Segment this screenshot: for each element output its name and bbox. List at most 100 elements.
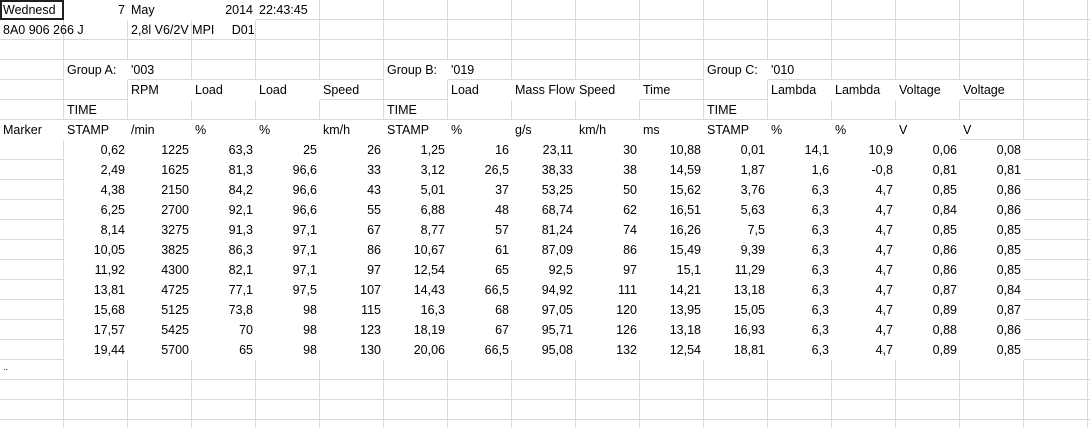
cell[interactable]: TIME	[67, 103, 97, 117]
cell[interactable]: 4,7	[832, 260, 896, 280]
cell[interactable]: '019	[451, 63, 475, 77]
cell[interactable]: Voltage	[896, 80, 960, 100]
cell[interactable]: %	[832, 120, 896, 140]
cell[interactable]: 96,6	[256, 160, 320, 180]
cell[interactable]: Marker	[0, 120, 64, 140]
cell[interactable]: 1,6	[768, 160, 832, 180]
cell[interactable]: 74	[576, 220, 640, 240]
cell[interactable]: 15,49	[640, 240, 704, 260]
cell[interactable]: TIME	[707, 103, 737, 117]
cell[interactable]: 0,85	[960, 340, 1024, 360]
cell[interactable]: 12,54	[384, 260, 448, 280]
cell[interactable]: 77,1	[192, 280, 256, 300]
cell[interactable]: 15,62	[640, 180, 704, 200]
cell[interactable]: 14,1	[768, 140, 832, 160]
cell[interactable]: 97,05	[512, 300, 576, 320]
cell[interactable]: 132	[576, 340, 640, 360]
cell[interactable]: V	[896, 120, 960, 140]
cell[interactable]: 0,81	[960, 160, 1024, 180]
cell[interactable]: Load	[192, 80, 256, 100]
cell[interactable]: 130	[320, 340, 384, 360]
cell[interactable]: 10,9	[832, 140, 896, 160]
cell[interactable]: %	[192, 120, 256, 140]
cell[interactable]: 4,7	[832, 200, 896, 220]
cell[interactable]: Group A:	[64, 60, 128, 80]
cell[interactable]: 0,89	[896, 300, 960, 320]
cell[interactable]: 18,81	[704, 340, 768, 360]
cell[interactable]: 8,77	[384, 220, 448, 240]
cell[interactable]: 8A0 906 266 J	[3, 23, 84, 37]
cell[interactable]: 17,57	[64, 320, 128, 340]
cell[interactable]: 10,67	[384, 240, 448, 260]
cell[interactable]: 0,87	[960, 300, 1024, 320]
cell[interactable]: 115	[320, 300, 384, 320]
cell[interactable]: 5425	[128, 320, 192, 340]
cell[interactable]: 4,7	[832, 180, 896, 200]
cell[interactable]: 0,85	[896, 220, 960, 240]
cell[interactable]: 15,68	[64, 300, 128, 320]
cell[interactable]: 0,81	[896, 160, 960, 180]
cell[interactable]: 16,51	[640, 200, 704, 220]
cell[interactable]: Load	[448, 80, 512, 100]
cell[interactable]: 0,84	[960, 280, 1024, 300]
cell[interactable]: 6,3	[768, 340, 832, 360]
cell[interactable]: TIME	[387, 103, 417, 117]
cell[interactable]: 97	[320, 260, 384, 280]
cell[interactable]: 68	[448, 300, 512, 320]
cell[interactable]: ms	[640, 120, 704, 140]
cell[interactable]: 6,3	[768, 200, 832, 220]
cell[interactable]: 4,7	[832, 220, 896, 240]
cell[interactable]: 48	[448, 200, 512, 220]
cell[interactable]: 68,74	[512, 200, 576, 220]
cell[interactable]: 0,85	[960, 220, 1024, 240]
cell[interactable]: 0,84	[896, 200, 960, 220]
cell[interactable]: 6,3	[768, 220, 832, 240]
cell[interactable]: V	[963, 123, 972, 137]
cell[interactable]: 1,87	[704, 160, 768, 180]
cell[interactable]: 1,25	[384, 140, 448, 160]
cell[interactable]: 98	[256, 320, 320, 340]
cell[interactable]: %	[768, 120, 832, 140]
cell[interactable]: 65	[192, 340, 256, 360]
cell[interactable]: 14,59	[640, 160, 704, 180]
cell[interactable]: Time	[643, 83, 671, 97]
cell[interactable]: 22:43:45	[259, 3, 308, 17]
cell[interactable]: 0,01	[704, 140, 768, 160]
cell[interactable]: 86	[320, 240, 384, 260]
cell[interactable]: 1625	[128, 160, 192, 180]
cell[interactable]: 15,05	[704, 300, 768, 320]
cell[interactable]: 5125	[128, 300, 192, 320]
cell[interactable]: 0,08	[960, 140, 1024, 160]
cell[interactable]: 0,86	[896, 240, 960, 260]
cell[interactable]: 67	[448, 320, 512, 340]
cell[interactable]: 16	[448, 140, 512, 160]
cell[interactable]: 3825	[128, 240, 192, 260]
cell[interactable]: 38	[576, 160, 640, 180]
cell[interactable]: 0,85	[896, 180, 960, 200]
cell[interactable]: g/s	[512, 120, 576, 140]
cell[interactable]: 6,3	[768, 240, 832, 260]
cell[interactable]: 92,5	[512, 260, 576, 280]
cell[interactable]: 55	[320, 200, 384, 220]
cell[interactable]: 0,87	[896, 280, 960, 300]
cell[interactable]: 65	[448, 260, 512, 280]
cell[interactable]: 4,7	[832, 300, 896, 320]
cell[interactable]: '003	[131, 63, 155, 77]
cell[interactable]: 66,5	[448, 280, 512, 300]
cell[interactable]: 26	[320, 140, 384, 160]
cell[interactable]: 0,85	[960, 260, 1024, 280]
cell[interactable]: 6,3	[768, 180, 832, 200]
cell[interactable]: 86,3	[192, 240, 256, 260]
cell[interactable]: 95,71	[512, 320, 576, 340]
cell[interactable]: 7,5	[704, 220, 768, 240]
cell[interactable]: 0,86	[960, 200, 1024, 220]
cell[interactable]: STAMP	[384, 120, 448, 140]
cell[interactable]: 67	[320, 220, 384, 240]
cell[interactable]: May	[128, 0, 192, 20]
cell[interactable]: 6,25	[64, 200, 128, 220]
cell[interactable]: 4300	[128, 260, 192, 280]
cell[interactable]: 84,2	[192, 180, 256, 200]
cell[interactable]: %	[448, 120, 512, 140]
cell[interactable]: 0,86	[896, 260, 960, 280]
cell[interactable]: '010	[771, 63, 795, 77]
